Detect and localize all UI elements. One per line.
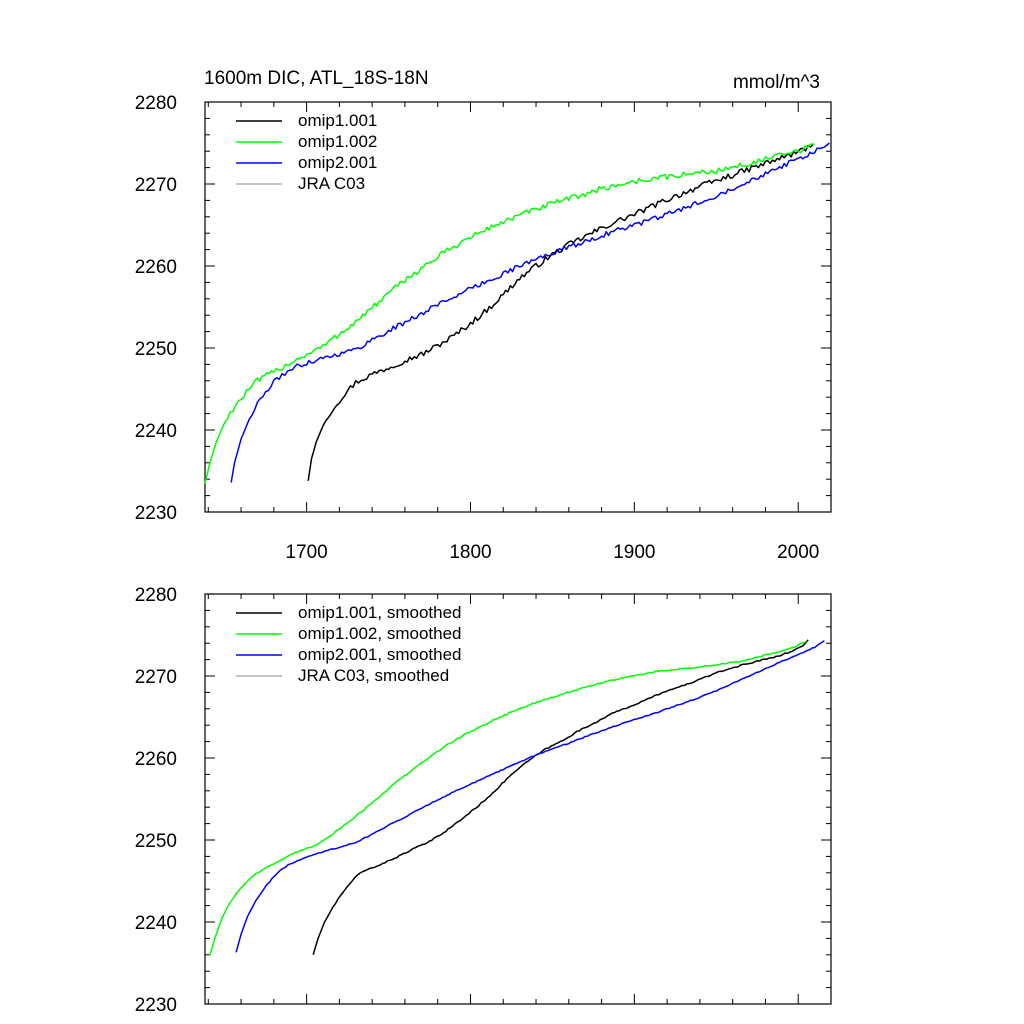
series-line-omip1-001 [307, 144, 814, 481]
y-tick-label: 2250 [135, 831, 177, 852]
units-label: mmol/m^3 [733, 72, 820, 93]
top-panel: 1600m DIC, ATL_18S-18N mmol/m^3 2230 2240… [135, 68, 832, 563]
plot-frame [204, 593, 832, 1005]
legend-label: omip1.002, smoothed [298, 624, 462, 643]
series-line-omip2-001 [230, 142, 830, 483]
x-tick-label: 2000 [777, 542, 819, 563]
legend-label: omip1.002 [298, 132, 377, 151]
y-tick-label: 2230 [135, 995, 177, 1016]
y-tick-label: 2260 [135, 749, 177, 770]
bottom-panel: 2230 2240 2250 2260 2270 2280 omip1.001, smoot… [135, 585, 832, 1016]
legend-label: omip2.001 [298, 153, 377, 172]
plot-frame [204, 101, 832, 513]
y-tick-label: 2250 [135, 339, 177, 360]
series-line-omip1-001-smoothed [312, 639, 809, 956]
y-tick-label: 2230 [135, 503, 177, 524]
series-line-omip2-001-smoothed [235, 640, 825, 953]
y-tick-label: 2240 [135, 913, 177, 934]
legend-label: JRA C03 [298, 174, 365, 193]
y-tick-label: 2270 [135, 667, 177, 688]
y-tick-label: 2270 [135, 175, 177, 196]
y-tick-label: 2260 [135, 257, 177, 278]
legend-label: omip2.001, smoothed [298, 645, 462, 664]
legend-label: omip1.001, smoothed [298, 603, 462, 622]
x-tick-label: 1700 [285, 542, 327, 563]
series-line-omip1-002 [204, 143, 815, 484]
x-tick-label: 1800 [449, 542, 491, 563]
y-tick-label: 2280 [135, 585, 177, 606]
y-tick-label: 2280 [135, 93, 177, 114]
series-line-omip1-002-smoothed [209, 640, 807, 956]
chart-title: 1600m DIC, ATL_18S-18N [204, 68, 429, 89]
legend-label: omip1.001 [298, 111, 377, 130]
legend-label: JRA C03, smoothed [298, 666, 449, 685]
x-tick-label: 1900 [613, 542, 655, 563]
y-tick-label: 2240 [135, 421, 177, 442]
